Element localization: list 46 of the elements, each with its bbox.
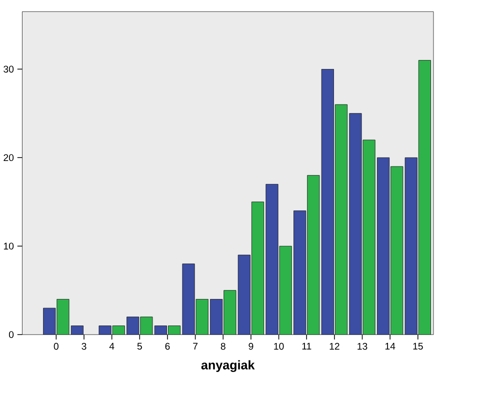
bar <box>182 263 195 334</box>
y-tick-label: 0 <box>8 331 14 338</box>
bar <box>390 166 404 334</box>
bar <box>266 184 278 334</box>
x-tick-label: 6 <box>165 342 170 350</box>
y-tick-label: 30 <box>4 66 14 72</box>
x-tick-label: 5 <box>137 342 142 350</box>
bar <box>112 326 125 334</box>
x-tick-label: 0 <box>54 342 58 350</box>
bar <box>279 246 292 334</box>
x-tick-label: 13 <box>358 342 368 350</box>
bar <box>294 210 306 334</box>
x-tick-label: 14 <box>385 342 396 350</box>
bar <box>196 298 208 334</box>
x-tick-label: 10 <box>274 342 284 350</box>
x-tick-label: 8 <box>220 342 226 350</box>
x-tick-label: 11 <box>302 342 312 350</box>
bar <box>126 316 140 334</box>
bar <box>43 308 56 334</box>
bar <box>210 298 223 334</box>
x-tick-label: 9 <box>248 342 254 350</box>
bar <box>334 104 348 334</box>
bar <box>98 326 112 334</box>
bar <box>224 290 236 334</box>
bar <box>140 316 153 334</box>
bar <box>154 326 167 334</box>
bar <box>251 201 264 334</box>
bar <box>321 68 334 334</box>
bar <box>404 157 418 334</box>
x-tick-label: 15 <box>413 342 423 350</box>
x-tick-label: 7 <box>193 342 198 350</box>
bar <box>56 298 70 334</box>
bar <box>377 157 390 334</box>
bar <box>307 174 320 334</box>
bar <box>349 113 362 334</box>
bar <box>168 326 180 334</box>
x-tick-label: 4 <box>109 342 114 350</box>
x-axis-title: anyagiak <box>201 360 255 372</box>
bar <box>71 326 84 334</box>
x-tick-label: 3 <box>82 342 86 350</box>
bar <box>362 140 376 334</box>
bar <box>238 254 250 334</box>
bar <box>418 60 431 334</box>
y-tick-label: 10 <box>4 242 14 250</box>
x-tick-label: 12 <box>330 342 340 350</box>
y-tick-label: 20 <box>4 154 14 161</box>
